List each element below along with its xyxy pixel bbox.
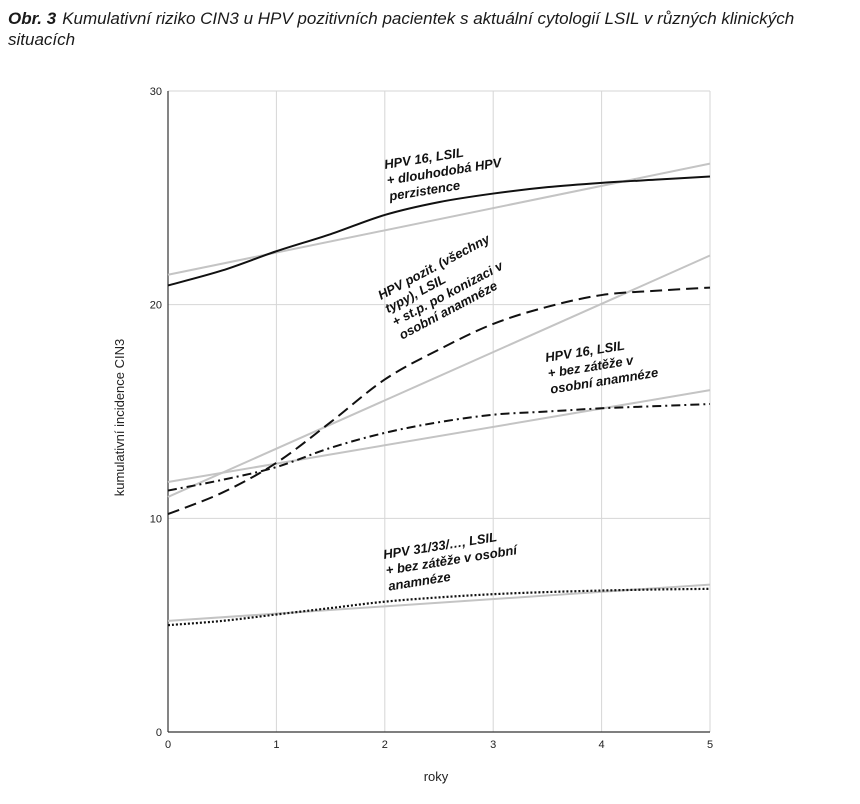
series-line-hpv16_persistence [167,175,711,287]
annotation-hpv16_no_burden: HPV 16, LSIL+ bez zátěže vosobní anamnéz… [544,333,659,396]
x-tick-label: 1 [273,739,279,751]
y-tick-label: 20 [150,300,162,312]
x-tick-label: 2 [382,739,388,751]
trend-line-hpv31_33_no_burden [167,583,711,622]
annotation-hpv31_33_no_burden: HPV 31/33/…, LSIL+ bez zátěže v osobnían… [382,526,522,593]
x-axis-title: roky [424,769,449,784]
y-axis-title: kumulativní incidence CIN3 [112,339,127,497]
series-line-hpv31_33_no_burden [167,587,711,627]
y-tick-label: 0 [156,727,162,739]
y-tick-label: 10 [150,513,162,525]
x-tick-label: 3 [490,739,496,751]
x-tick-label: 0 [165,739,171,751]
trend-line-hpv_all_conization [167,254,711,498]
figure-label: Obr. 3 [8,9,57,28]
y-tick-label: 30 [150,86,162,98]
series-line-hpv16_no_burden [167,403,711,492]
series-line-hpv_all_conization [167,286,711,515]
trend-line-hpv16_no_burden [167,389,711,483]
figure-caption: Obr. 3 Kumulativní riziko CIN3 u HPV pozi… [8,8,838,50]
x-tick-label: 4 [599,739,605,751]
x-tick-label: 5 [707,739,713,751]
figure-caption-text: Kumulativní riziko CIN3 u HPV pozitivníc… [8,9,795,49]
